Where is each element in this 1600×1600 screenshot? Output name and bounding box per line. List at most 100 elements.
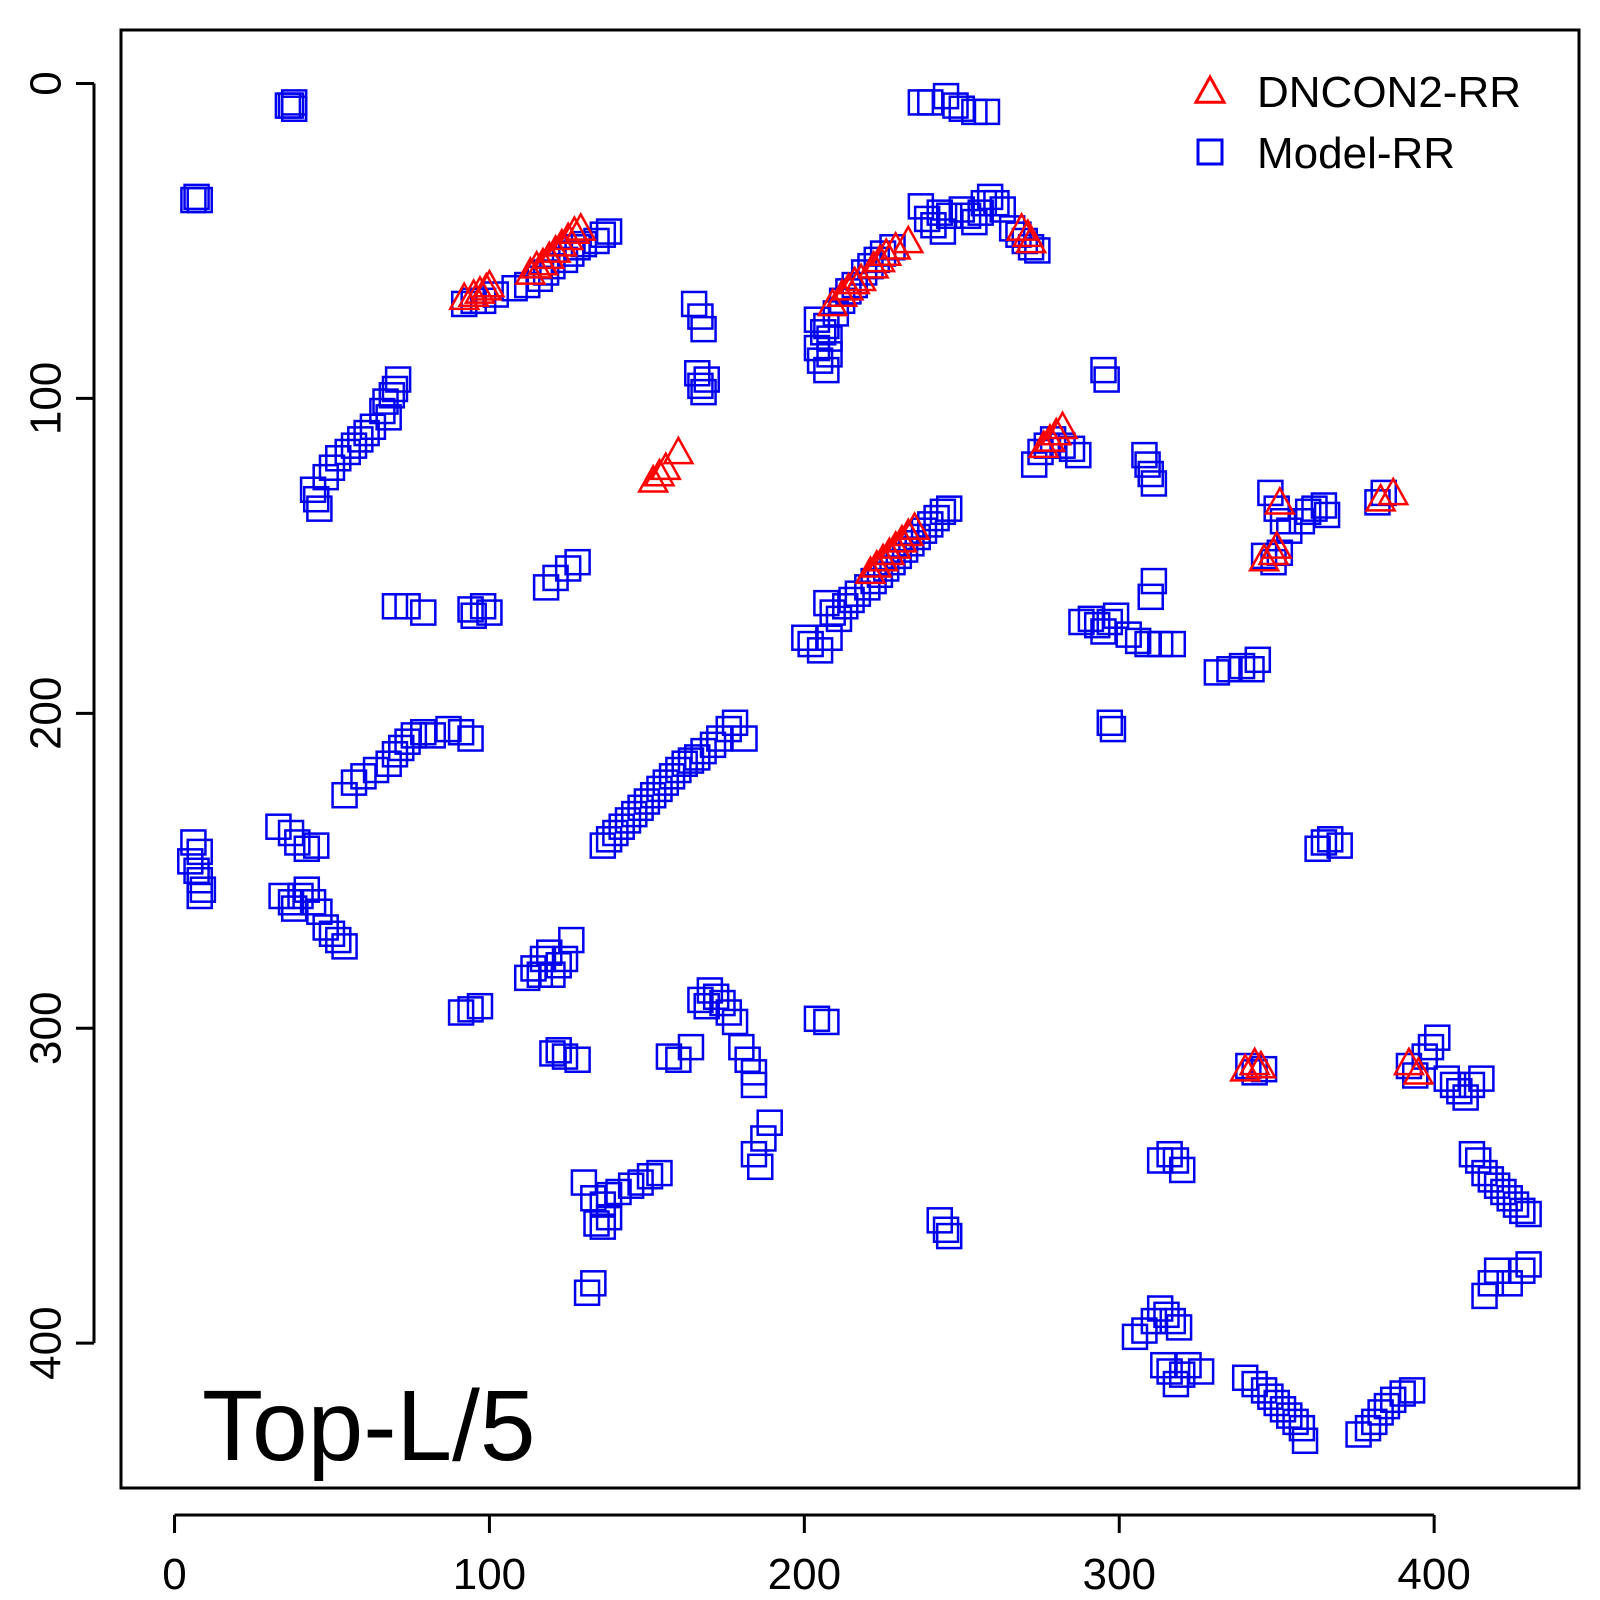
model-rr-point <box>1065 441 1092 469</box>
points-layer <box>177 82 1542 1455</box>
dncon2-rr-point <box>879 230 912 260</box>
model-rr-point <box>935 495 963 522</box>
model-rr-point <box>1282 1408 1309 1436</box>
dncon2-rr-point <box>649 451 682 481</box>
model-rr-point <box>1165 1314 1193 1341</box>
model-rr-point <box>1424 1024 1451 1051</box>
model-rr-point <box>655 1043 683 1070</box>
model-rr-point <box>186 882 213 910</box>
model-rr-point <box>1238 656 1265 683</box>
model-rr-point <box>1417 1033 1445 1061</box>
model-rr-point <box>551 945 579 973</box>
x-tick-label: 400 <box>1397 1550 1470 1599</box>
model-rr-point <box>1096 709 1124 737</box>
model-rr-point <box>595 1203 623 1231</box>
model-rr-point <box>636 1162 664 1190</box>
dncon2-rr-point <box>564 211 597 241</box>
x-tick-label: 200 <box>768 1550 841 1599</box>
model-rr-point <box>797 630 824 658</box>
dncon2-rr-point <box>643 457 676 487</box>
model-rr-point <box>1134 451 1161 478</box>
dncon2-rr-point <box>552 221 585 251</box>
model-rr-point <box>926 199 953 226</box>
model-rr-point <box>545 1037 572 1064</box>
model-rr-point <box>1159 630 1187 658</box>
model-rr-point <box>816 341 843 368</box>
model-rr-point <box>325 926 352 954</box>
dncon2-rr-point <box>558 214 591 244</box>
model-rr-point <box>573 1279 601 1307</box>
model-rr-point <box>942 92 969 119</box>
legend-item-model-rr: Model-RR <box>1196 129 1455 178</box>
model-rr-point <box>750 1125 777 1152</box>
legend-marker-square <box>1196 138 1224 166</box>
model-rr-point <box>353 419 380 447</box>
model-rr-point <box>466 992 494 1020</box>
y-tick-label: 0 <box>22 71 71 95</box>
dncon2-rr-point <box>898 510 931 540</box>
model-rr-point <box>1395 1052 1423 1080</box>
model-rr-point <box>476 599 503 626</box>
dncon2-rr-point <box>1005 211 1038 241</box>
model-rr-point <box>740 1071 768 1099</box>
model-rr-point <box>1068 608 1095 636</box>
chart-annotation: Top-L/5 <box>202 1370 536 1482</box>
model-rr-point <box>687 986 714 1014</box>
model-rr-point <box>318 454 346 481</box>
model-rr-point <box>693 992 720 1020</box>
model-rr-point <box>1458 1071 1486 1099</box>
model-rr-point <box>1379 1386 1407 1414</box>
dncon2-rr-point <box>838 265 871 295</box>
model-rr-point <box>803 1005 831 1033</box>
model-rr-point <box>284 829 311 856</box>
model-rr-point <box>375 404 402 431</box>
model-rr-point <box>1244 646 1272 674</box>
x-axis: 0 100 200 300 400 <box>162 1513 1471 1599</box>
y-axis: 0 100 200 300 400 <box>22 71 96 1380</box>
model-rr-point <box>1099 715 1127 743</box>
model-rr-point <box>189 876 217 903</box>
model-rr-point <box>280 95 308 122</box>
model-rr-point <box>989 196 1016 223</box>
model-rr-point <box>378 382 406 409</box>
model-rr-point <box>1131 441 1158 469</box>
model-rr-point <box>186 838 213 866</box>
model-rr-point <box>564 548 591 576</box>
model-rr-point <box>302 832 330 859</box>
model-rr-point <box>1509 1257 1536 1284</box>
x-tick-label: 100 <box>453 1550 526 1599</box>
model-rr-point <box>756 1109 783 1136</box>
model-rr-point <box>1162 1147 1190 1174</box>
dncon2-rr-point <box>1377 476 1410 506</box>
model-rr-point <box>731 725 758 752</box>
model-rr-point <box>1316 826 1344 853</box>
model-rr-point <box>183 183 210 211</box>
model-rr-point <box>627 1169 654 1196</box>
model-rr-point <box>1131 1317 1158 1344</box>
y-tick-label: 200 <box>22 677 71 750</box>
model-rr-point <box>1168 1156 1196 1184</box>
dncon2-rr-point <box>1244 1049 1278 1079</box>
model-rr-point <box>460 602 487 629</box>
x-tick-label: 300 <box>1083 1550 1156 1599</box>
model-rr-point <box>410 599 437 626</box>
model-rr-point <box>806 347 834 374</box>
model-rr-point <box>580 1270 607 1297</box>
model-rr-point <box>595 1181 623 1209</box>
model-rr-point <box>384 366 412 393</box>
model-rr-point <box>715 999 743 1026</box>
model-rr-point <box>813 356 840 384</box>
model-rr-point <box>693 366 720 393</box>
dncon2-rr-point <box>448 281 481 311</box>
dncon2-rr-point <box>1364 482 1397 512</box>
model-rr-point <box>186 866 213 894</box>
y-tick-label: 400 <box>22 1306 71 1379</box>
model-rr-point <box>1228 652 1256 680</box>
y-tick-label: 100 <box>22 362 71 435</box>
model-rr-point <box>1137 583 1164 611</box>
model-rr-point <box>699 731 727 759</box>
model-rr-point <box>306 495 333 522</box>
model-rr-point <box>721 709 749 737</box>
legend: DNCON2-RR Model-RR <box>1193 68 1521 178</box>
